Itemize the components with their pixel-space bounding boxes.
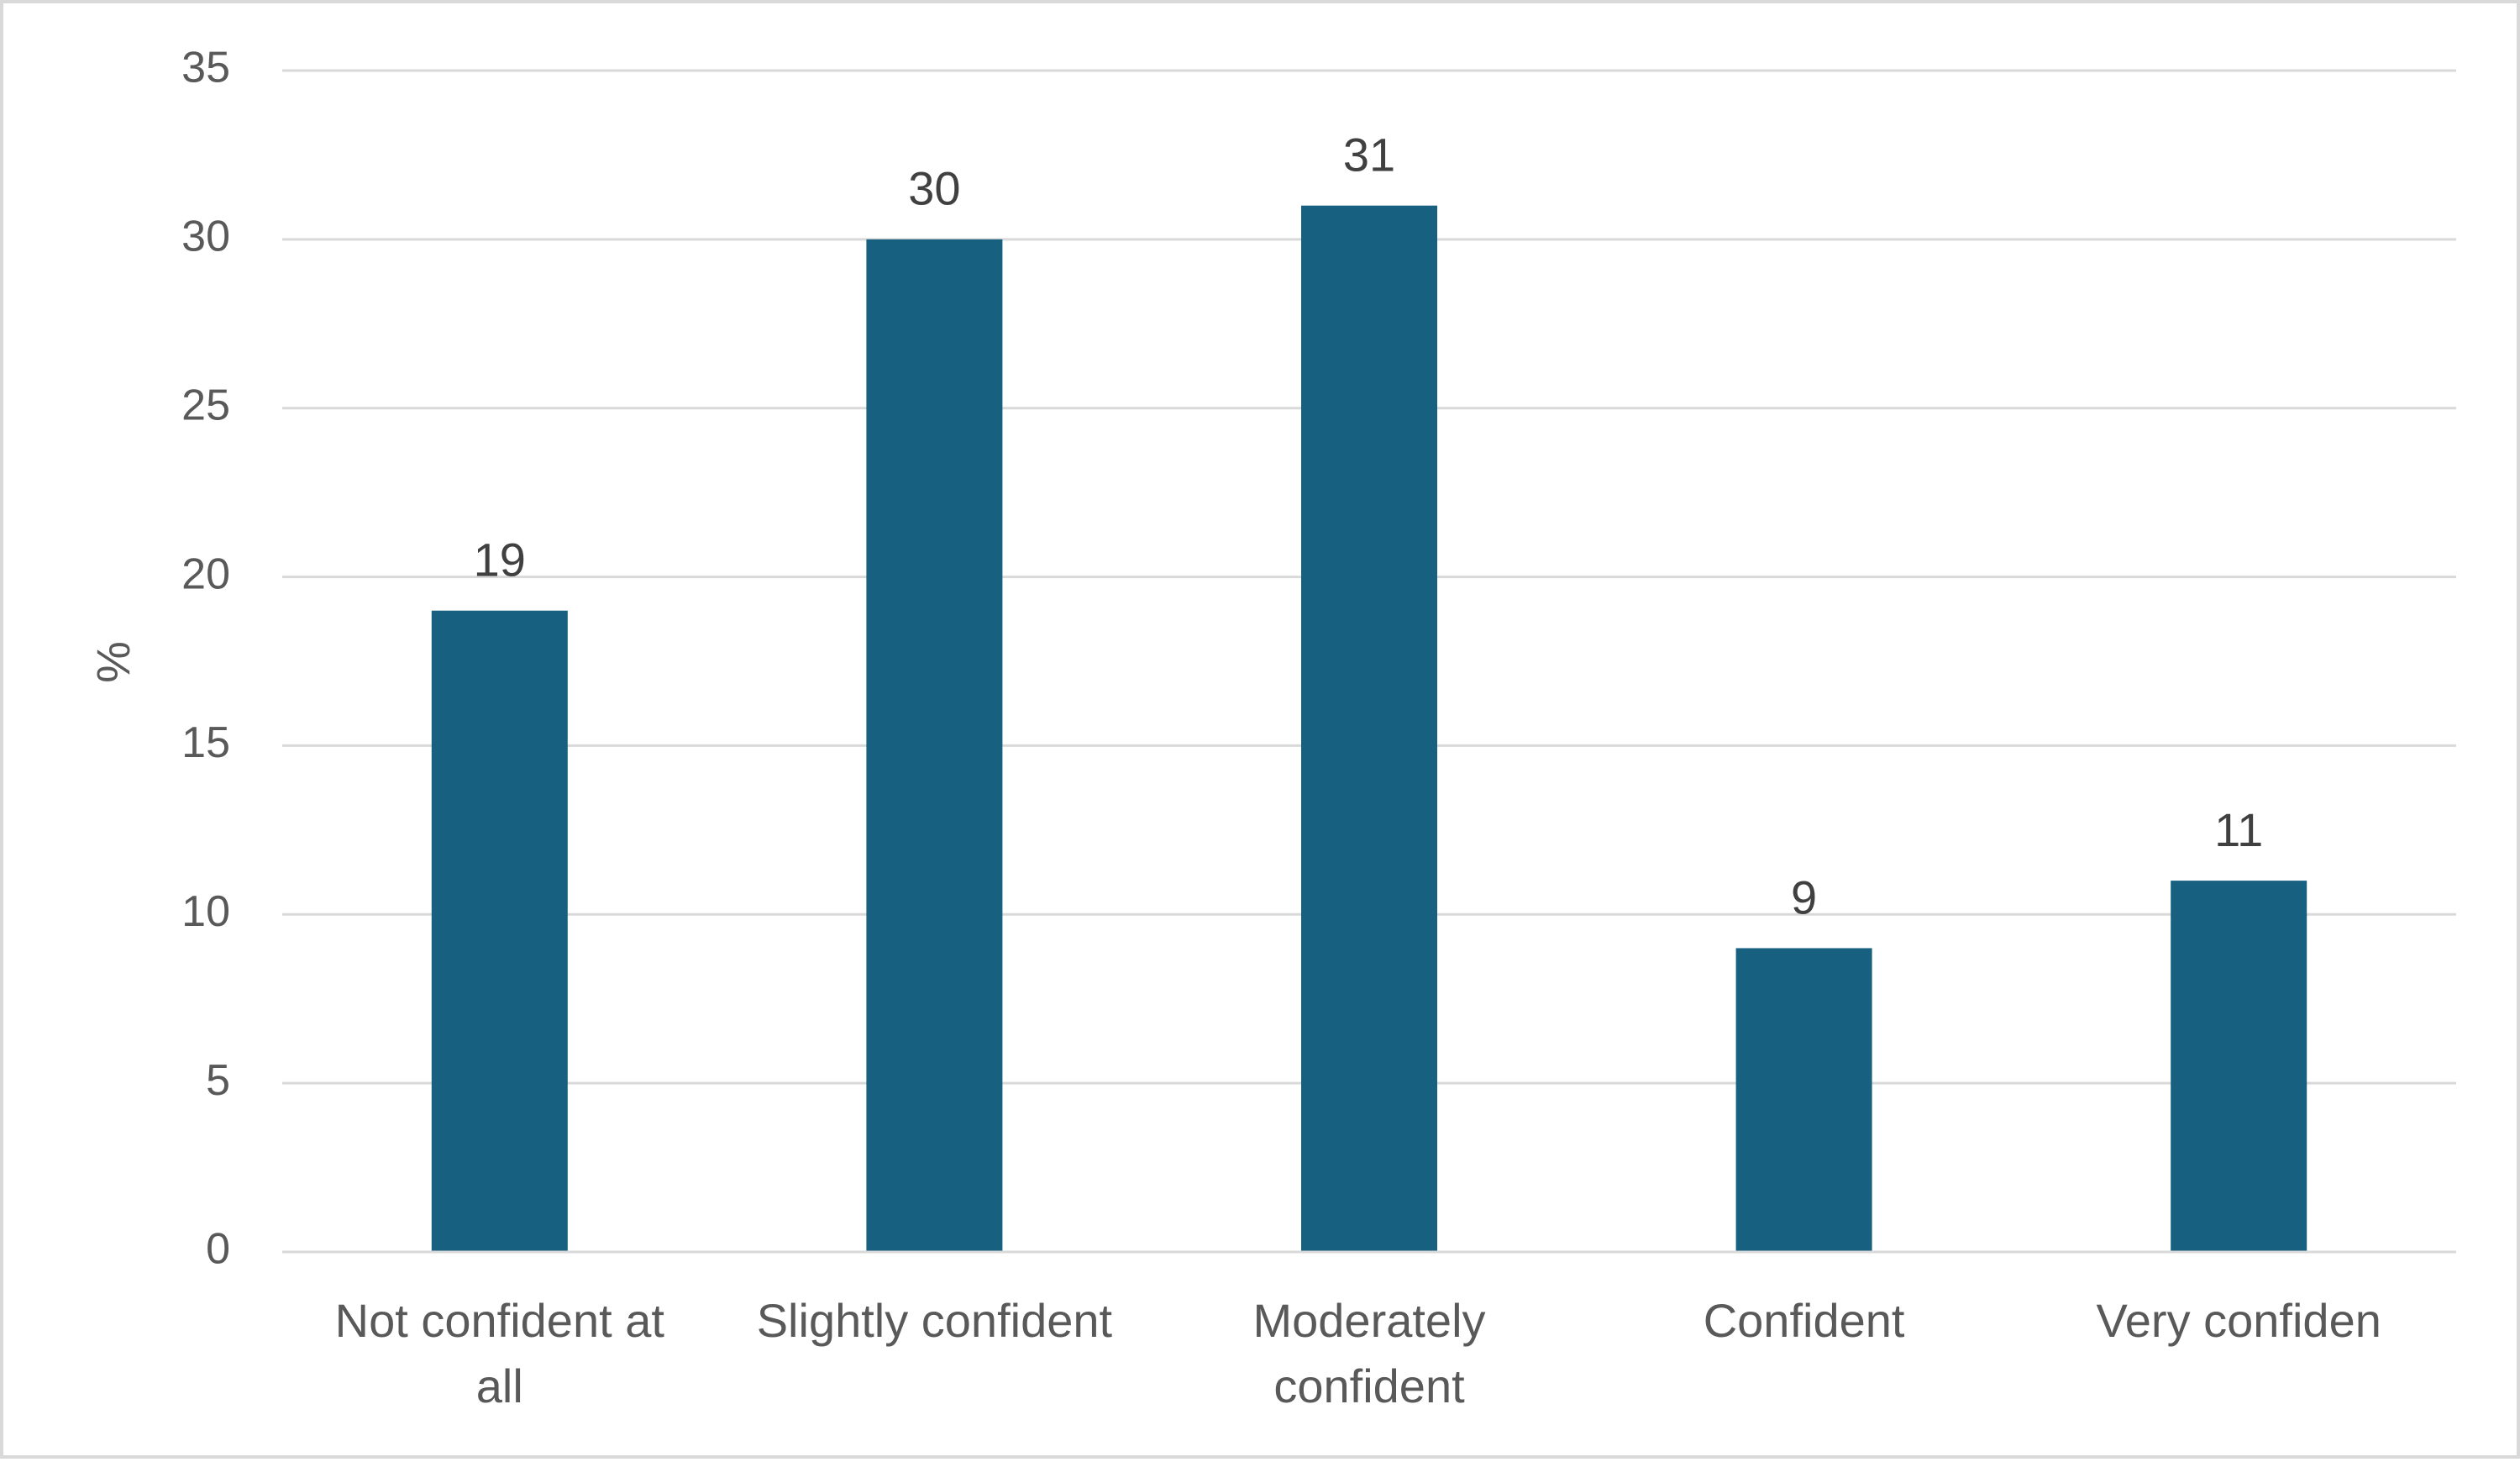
bar [1735,948,1872,1252]
y-tick-label: 0 [206,1225,230,1274]
x-category-label: Moderately [1252,1294,1485,1347]
data-label: 30 [908,162,960,215]
data-label: 9 [1791,870,1817,923]
x-category-label: Confident [1704,1294,1905,1347]
y-tick-label: 5 [206,1056,230,1105]
x-category-label: Not confident at [335,1294,665,1347]
x-category-label: Very confiden [2097,1294,2381,1347]
y-tick-label: 25 [181,381,230,429]
bars [431,205,2307,1253]
data-label: 19 [474,534,526,586]
bar [431,610,568,1252]
y-tick-label: 15 [181,718,230,767]
y-tick-label: 10 [181,887,230,936]
y-tick-label: 30 [181,213,230,261]
bar [2171,881,2307,1252]
bar [1301,205,1437,1253]
bar [866,239,1003,1252]
y-axis-title: % [87,641,139,683]
x-category-label: Slightly confident [757,1294,1113,1347]
x-category-label: all [476,1359,523,1412]
data-label: 31 [1343,128,1395,181]
data-label: 11 [2214,803,2263,856]
x-category-label: confident [1273,1359,1465,1412]
y-tick-label: 35 [181,44,230,92]
bar-chart: 0 5 10 15 20 25 30 35 19 Not confident at all 30 Sli… [87,44,2456,1412]
labels: 0 5 10 15 20 25 30 35 19 Not confident at all 30 Sli… [181,44,2381,1412]
y-tick-label: 20 [181,550,230,598]
